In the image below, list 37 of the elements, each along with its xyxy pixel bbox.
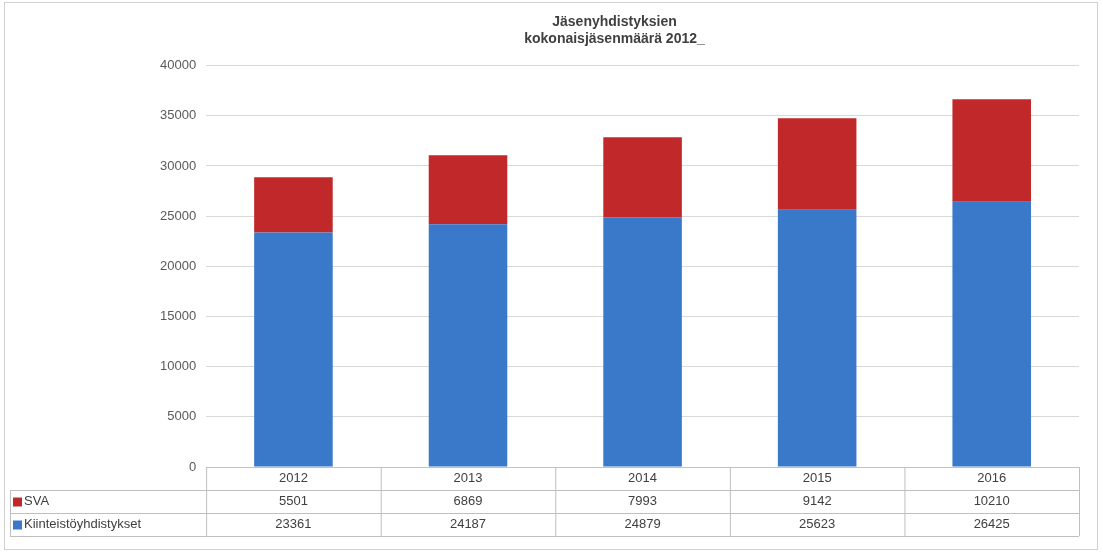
data-label: 9142 xyxy=(802,493,832,509)
x-tick-label: 2014 xyxy=(628,470,658,486)
y-tick-label: 20000 xyxy=(159,257,197,273)
bar xyxy=(254,177,333,233)
bar xyxy=(952,99,1031,202)
chart-title: Jäsenyhdistyksien kokonaisjäsenmäärä 2012_ xyxy=(524,13,705,47)
bar xyxy=(428,155,508,225)
data-label: 24187 xyxy=(449,516,487,532)
data-label: 5501 xyxy=(278,493,308,509)
y-tick-label: 0 xyxy=(188,458,197,474)
y-tick-label: 10000 xyxy=(159,358,197,374)
y-tick-label: 25000 xyxy=(159,207,197,223)
x-tick-label: 2013 xyxy=(453,470,483,486)
legend-label: SVA xyxy=(24,493,50,509)
bar xyxy=(428,224,508,467)
bar xyxy=(603,217,682,467)
data-label: 7993 xyxy=(628,493,658,509)
y-tick-label: 5000 xyxy=(167,408,197,424)
data-label: 10210 xyxy=(973,493,1010,509)
y-tick-label: 40000 xyxy=(159,57,197,73)
data-label: 26425 xyxy=(973,516,1010,532)
bar xyxy=(952,201,1031,467)
y-tick-label: 35000 xyxy=(159,107,197,123)
bar xyxy=(254,232,333,467)
y-tick-label: 30000 xyxy=(159,157,197,173)
data-label: 6869 xyxy=(453,493,483,509)
bar xyxy=(603,137,682,218)
y-tick-label: 15000 xyxy=(159,308,197,324)
x-tick-label: 2012 xyxy=(278,470,308,486)
legend-label: Kiinteistöyhdistykset xyxy=(24,516,142,532)
data-label: 24879 xyxy=(624,516,661,532)
bar xyxy=(777,118,857,210)
x-tick-label: 2015 xyxy=(802,470,832,486)
x-tick-label: 2016 xyxy=(977,470,1007,486)
data-label: 23361 xyxy=(275,516,312,532)
bar xyxy=(777,209,857,467)
data-label: 25623 xyxy=(799,516,836,532)
